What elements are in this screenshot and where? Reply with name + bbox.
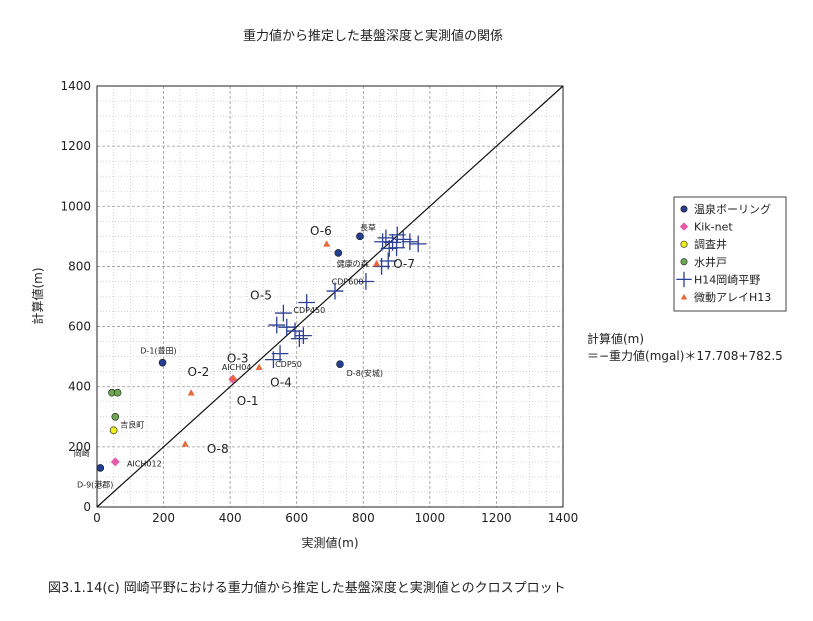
data-point-series-6 xyxy=(373,259,381,267)
y-tick-label: 1000 xyxy=(60,199,91,213)
point-annotation: O-4 xyxy=(270,376,292,390)
point-annotation: 長草 xyxy=(360,222,376,232)
data-point-series-6 xyxy=(255,363,263,370)
x-tick-label: 200 xyxy=(152,511,175,525)
point-annotation: CDP50 xyxy=(275,360,302,369)
data-point-series-5 xyxy=(401,233,419,251)
data-point-series-5 xyxy=(379,252,397,270)
y-axis-label: 計算値(m) xyxy=(30,267,45,324)
data-point-series-5 xyxy=(409,235,427,253)
data-point-series-1 xyxy=(356,232,364,241)
data-point-series-2 xyxy=(110,457,120,467)
legend-label-1: 温泉ボーリング xyxy=(694,202,771,216)
point-annotation: AICH012 xyxy=(127,459,162,468)
y-tick-labels: 0 200 400 600 800 1000 1200 1400 xyxy=(60,79,91,514)
data-point-series-3 xyxy=(109,426,118,435)
data-point-series-6 xyxy=(229,374,237,381)
data-point-series-5 xyxy=(278,318,296,336)
y-tick-label: 1400 xyxy=(60,79,91,93)
data-point-series-5 xyxy=(286,322,304,340)
legend-marker-4 xyxy=(680,258,688,266)
data-point-series-5 xyxy=(265,351,282,369)
legend-box xyxy=(673,196,787,312)
x-tick-label: 1200 xyxy=(481,511,512,525)
y-tick-label: 200 xyxy=(68,440,91,454)
data-markers xyxy=(96,226,427,472)
data-point-series-5 xyxy=(294,327,312,344)
point-annotation: O-2 xyxy=(188,365,210,379)
data-point-series-1 xyxy=(334,249,343,257)
formula-line-2: ＝−重力値(mgal)＊17.708+782.5 xyxy=(587,348,783,363)
point-annotation: CDP450 xyxy=(293,306,325,315)
point-annotation: O-3 xyxy=(227,352,249,366)
legend-marker-3 xyxy=(680,240,688,248)
legend-marker-5 xyxy=(676,271,692,288)
data-point-series-6 xyxy=(323,240,331,247)
point-annotation: AICH04 xyxy=(222,363,252,372)
data-point-series-5 xyxy=(357,273,375,290)
point-annotation: O-1 xyxy=(237,394,259,408)
x-axis-label: 実測値(m) xyxy=(301,535,358,550)
x-tick-label: 400 xyxy=(219,511,242,525)
data-point-series-5 xyxy=(326,282,344,300)
chart-title: 重力値から推定した基盤深度と実測値の関係 xyxy=(243,28,503,44)
y-tick-label: 1200 xyxy=(60,139,91,153)
x-tick-labels: 0 200 400 600 800 1000 1200 1400 xyxy=(93,511,578,525)
point-annotation: 吉良町 xyxy=(120,419,144,429)
data-point-series-5 xyxy=(298,294,316,311)
data-point-series-1 xyxy=(336,360,344,368)
y-tick-label: 400 xyxy=(68,380,91,394)
point-annotation: 健康の森 xyxy=(337,258,369,268)
x-tick-label: 1000 xyxy=(415,511,446,525)
data-point-series-5 xyxy=(374,233,391,251)
legend-label-6: 微動アレイH13 xyxy=(694,290,771,304)
legend-marker-6 xyxy=(680,293,688,300)
point-annotation: D-9(港郡) xyxy=(77,479,113,489)
x-tick-label: 0 xyxy=(93,511,101,525)
data-point-series-5 xyxy=(377,229,395,247)
x-tick-label: 800 xyxy=(352,511,375,525)
data-point-series-4 xyxy=(113,388,122,397)
point-annotation: O-6 xyxy=(310,224,332,238)
legend-marker-1 xyxy=(680,205,688,213)
data-point-series-1 xyxy=(158,358,167,367)
y-tick-label: 800 xyxy=(68,259,91,273)
legend-label-3: 調査井 xyxy=(694,237,727,251)
point-annotation: D-1(豊田) xyxy=(140,346,176,356)
formula-line-1: 計算値(m) xyxy=(587,331,644,346)
legend-label-5: H14岡崎平野 xyxy=(694,272,760,286)
point-annotation: O-7 xyxy=(393,257,415,271)
data-point-series-6 xyxy=(187,389,195,396)
data-point-series-5 xyxy=(394,230,412,248)
figure-caption: 図3.1.14(c) 岡崎平野における重力値から推定した基盤深度と実測値とのクロ… xyxy=(48,580,566,596)
point-annotation: O-8 xyxy=(207,442,229,456)
point-annotation: 岡崎 xyxy=(74,448,90,458)
legend-label-4: 水井戸 xyxy=(694,255,727,269)
point-annotation: CDP600 xyxy=(332,277,364,286)
data-point-series-1 xyxy=(96,464,105,472)
plot-frame xyxy=(96,85,564,508)
data-point-series-5 xyxy=(275,304,292,322)
reference-diagonal-line xyxy=(96,85,564,508)
point-annotation: O-5 xyxy=(250,289,272,303)
y-tick-label: 600 xyxy=(68,320,91,334)
data-point-series-4 xyxy=(111,412,120,421)
data-point-series-5 xyxy=(268,316,286,334)
x-tick-label: 600 xyxy=(285,511,308,525)
data-point-series-5 xyxy=(290,330,308,347)
legend-label-2: Kik-net xyxy=(694,221,733,234)
data-point-series-5 xyxy=(388,239,405,257)
legend-marker-2 xyxy=(679,222,689,231)
x-tick-label: 1400 xyxy=(548,511,579,525)
data-point-series-6 xyxy=(181,440,189,447)
point-annotation: D-8(安城) xyxy=(347,368,383,378)
y-tick-label: 0 xyxy=(83,500,91,514)
grid-lines xyxy=(97,86,563,507)
